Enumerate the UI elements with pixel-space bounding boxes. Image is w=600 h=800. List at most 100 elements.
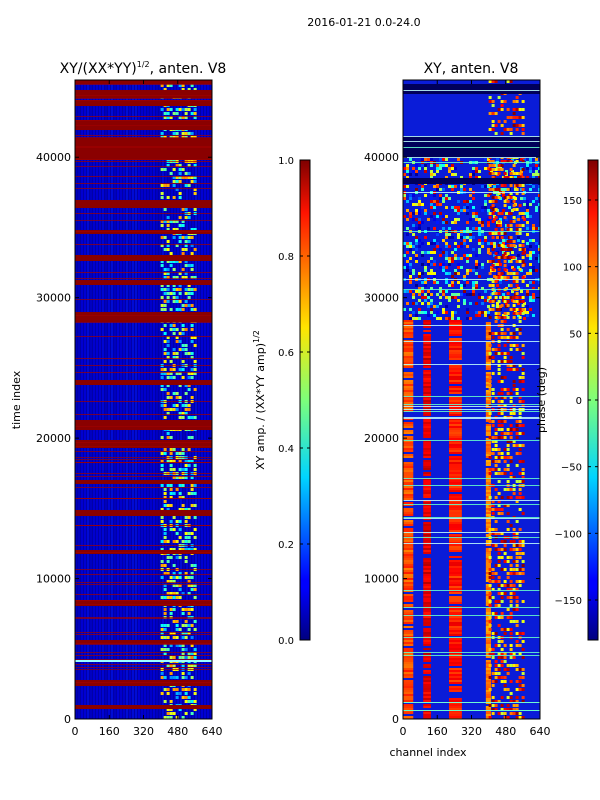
heatmap-cell xyxy=(190,132,194,135)
heatmap-cell xyxy=(511,290,514,293)
heatmap-cell xyxy=(521,264,525,267)
heatmap-cell xyxy=(436,281,439,284)
heatmap-cell xyxy=(463,254,466,257)
heatmap-cell xyxy=(491,176,495,179)
heatmap-cell xyxy=(502,293,505,296)
heatmap-cell xyxy=(449,712,462,714)
heatmap-cell xyxy=(403,640,414,642)
heatmap-cell xyxy=(439,203,442,206)
heatmap-cell xyxy=(506,628,510,631)
heatmap-cell xyxy=(403,582,414,584)
heatmap-cell xyxy=(538,203,540,206)
heatmap-cell xyxy=(424,158,427,161)
heatmap-cell xyxy=(449,464,462,466)
heatmap-cell xyxy=(488,620,492,623)
heatmap-cell xyxy=(184,392,188,395)
heatmap-cell xyxy=(409,281,412,284)
heatmap-cell xyxy=(488,212,492,215)
heatmap-cell xyxy=(494,188,498,191)
heatmap-cell xyxy=(488,356,492,359)
heatmap-cell xyxy=(403,254,406,257)
heatmap-cell xyxy=(494,316,498,319)
heatmap-cell xyxy=(488,572,492,575)
heatmap-cell xyxy=(515,532,519,535)
heatmap-cell xyxy=(178,416,182,419)
heatmap-cell xyxy=(181,452,185,455)
heatmap-cell xyxy=(423,656,431,658)
heatmap-cell xyxy=(424,170,427,173)
heatmap-cell xyxy=(521,212,525,215)
heatmap-cell xyxy=(509,360,513,363)
heatmap-cell xyxy=(449,704,462,706)
heatmap-cell xyxy=(520,290,523,293)
heatmap-cell xyxy=(403,446,414,448)
heatmap-cell xyxy=(506,464,510,467)
heatmap-cell xyxy=(169,464,173,467)
heatmap-cell xyxy=(494,572,498,575)
heatmap-cell xyxy=(172,632,176,635)
heatmap-cell xyxy=(485,686,491,688)
heatmap-cell xyxy=(514,218,517,221)
heatmap-cell xyxy=(178,284,182,287)
heatmap-cell xyxy=(403,588,414,590)
heatmap-cell xyxy=(503,216,507,219)
heatmap-cell xyxy=(423,624,431,626)
heatmap-cell xyxy=(412,233,415,236)
heatmap-cell xyxy=(538,245,540,248)
heatmap-row-line xyxy=(75,664,212,665)
heatmap-cell xyxy=(500,332,504,335)
heatmap-cell xyxy=(181,476,185,479)
heatmap-cell xyxy=(500,168,504,171)
heatmap-cell xyxy=(449,678,462,680)
heatmap-cell xyxy=(500,316,504,319)
heatmap-cell xyxy=(488,232,492,235)
heatmap-cell xyxy=(430,302,433,305)
heatmap-cell xyxy=(506,272,510,275)
heatmap-cell xyxy=(166,556,170,559)
heatmap-cell xyxy=(509,496,513,499)
heatmap-cell xyxy=(172,580,176,583)
heatmap-cell xyxy=(521,444,525,447)
heatmap-cell xyxy=(160,296,164,299)
heatmap-cell xyxy=(403,688,414,690)
heatmap-cell xyxy=(423,456,431,458)
heatmap-cell xyxy=(423,394,431,396)
heatmap-cell xyxy=(403,660,414,662)
heatmap-cell xyxy=(514,188,517,191)
heatmap-cell xyxy=(187,632,191,635)
heatmap-cell xyxy=(423,398,431,400)
heatmap-cell xyxy=(423,594,431,596)
heatmap-cell xyxy=(515,344,519,347)
heatmap-cell xyxy=(193,700,197,703)
heatmap-cell xyxy=(190,656,194,659)
heatmap-cell xyxy=(485,588,491,590)
heatmap-cell xyxy=(403,560,414,562)
heatmap-cell xyxy=(488,504,492,507)
heatmap-cell xyxy=(521,280,525,283)
heatmap-cell xyxy=(442,311,445,314)
heatmap-cell xyxy=(423,496,431,498)
heatmap-cell xyxy=(506,312,510,315)
heatmap-cell xyxy=(166,692,170,695)
heatmap-cell xyxy=(512,312,516,315)
heatmap-cell xyxy=(506,456,510,459)
heatmap-cell xyxy=(169,308,173,311)
heatmap-cell xyxy=(512,120,516,123)
heatmap-cell xyxy=(409,212,412,215)
heatmap-cell xyxy=(485,454,491,456)
heatmap-cell xyxy=(518,376,522,379)
heatmap-column xyxy=(189,80,191,719)
heatmap-row-line xyxy=(75,183,212,184)
heatmap-cell xyxy=(526,212,529,215)
heatmap-cell xyxy=(485,634,491,636)
heatmap-cell xyxy=(506,228,510,231)
heatmap-cell xyxy=(423,608,431,610)
heatmap-cell xyxy=(423,358,431,360)
heatmap-cell xyxy=(175,108,179,111)
heatmap-cell xyxy=(529,272,532,275)
heatmap-cell xyxy=(485,578,491,580)
heatmap-cell xyxy=(488,344,492,347)
heatmap-cell xyxy=(518,320,522,323)
heatmap-cell xyxy=(160,648,164,651)
heatmap-cell xyxy=(512,100,516,103)
